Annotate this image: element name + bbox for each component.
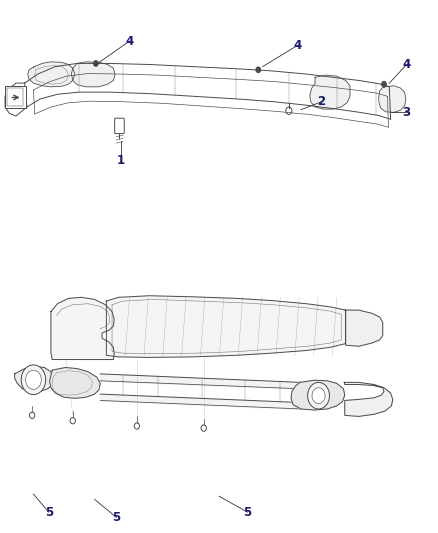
Circle shape [312,387,325,403]
FancyBboxPatch shape [5,86,26,108]
Polygon shape [345,310,383,346]
Polygon shape [28,62,75,87]
Text: 3: 3 [403,106,411,119]
Circle shape [21,365,46,394]
Circle shape [94,61,98,66]
FancyBboxPatch shape [115,118,124,134]
Circle shape [134,423,140,429]
Polygon shape [310,75,350,109]
Polygon shape [51,297,114,360]
Polygon shape [344,382,393,416]
Polygon shape [71,62,115,87]
Text: 2: 2 [318,95,326,108]
Text: 4: 4 [403,58,411,71]
Text: 4: 4 [125,35,134,47]
Text: 5: 5 [112,511,120,524]
Circle shape [25,370,41,389]
Circle shape [201,425,206,431]
Polygon shape [106,296,346,358]
Circle shape [256,67,261,72]
Text: 5: 5 [243,506,251,519]
FancyBboxPatch shape [7,88,23,106]
Polygon shape [379,86,406,112]
Circle shape [307,382,329,409]
Circle shape [70,417,75,424]
Circle shape [29,412,35,418]
Polygon shape [49,368,100,398]
Text: 4: 4 [293,39,302,52]
Polygon shape [14,367,53,391]
Text: 5: 5 [45,506,53,519]
Polygon shape [291,380,345,410]
Text: 1: 1 [117,154,125,167]
Circle shape [382,82,386,87]
